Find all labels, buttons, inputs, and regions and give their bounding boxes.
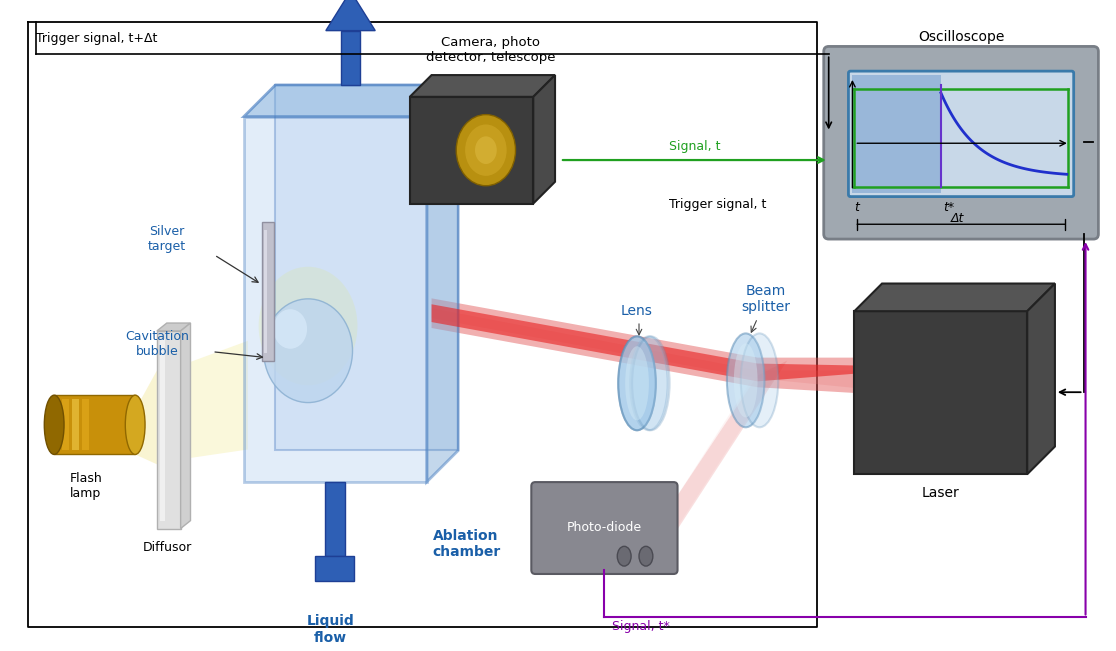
Polygon shape	[157, 331, 181, 529]
Polygon shape	[261, 222, 275, 361]
Polygon shape	[426, 85, 459, 482]
Polygon shape	[855, 284, 1055, 311]
Polygon shape	[410, 75, 555, 97]
Ellipse shape	[727, 333, 764, 427]
Ellipse shape	[456, 115, 516, 186]
Ellipse shape	[741, 333, 778, 427]
Polygon shape	[853, 75, 941, 193]
Polygon shape	[181, 323, 191, 529]
Polygon shape	[55, 395, 135, 454]
FancyBboxPatch shape	[531, 482, 677, 574]
Polygon shape	[62, 399, 69, 450]
Text: Lens: Lens	[622, 304, 653, 318]
Polygon shape	[432, 304, 858, 381]
Polygon shape	[326, 0, 375, 31]
Text: Camera, photo
detector, telescope: Camera, photo detector, telescope	[426, 36, 556, 64]
Text: Laser: Laser	[922, 486, 959, 500]
Text: Cavitation
bubble: Cavitation bubble	[125, 330, 189, 358]
FancyBboxPatch shape	[824, 46, 1098, 239]
Text: t: t	[855, 201, 859, 214]
FancyBboxPatch shape	[848, 71, 1074, 197]
Text: Photo-diode: Photo-diode	[567, 521, 642, 534]
Polygon shape	[315, 556, 355, 581]
Polygon shape	[71, 399, 79, 450]
Ellipse shape	[625, 346, 648, 421]
Ellipse shape	[475, 136, 497, 164]
Ellipse shape	[639, 546, 653, 566]
Text: Beam
splitter: Beam splitter	[741, 284, 790, 314]
Polygon shape	[81, 399, 89, 450]
Polygon shape	[243, 117, 426, 482]
Ellipse shape	[618, 337, 656, 430]
Ellipse shape	[618, 337, 656, 430]
Text: Flash
lamp: Flash lamp	[69, 472, 103, 500]
Text: Oscilloscope: Oscilloscope	[917, 31, 1004, 44]
Polygon shape	[160, 339, 165, 521]
Text: Ablation
chamber: Ablation chamber	[432, 529, 500, 559]
Text: t*: t*	[943, 201, 954, 214]
Ellipse shape	[125, 395, 145, 454]
Polygon shape	[533, 75, 555, 204]
Text: Δt: Δt	[951, 212, 964, 225]
Polygon shape	[410, 97, 533, 204]
Ellipse shape	[263, 299, 353, 402]
Polygon shape	[243, 85, 459, 117]
Polygon shape	[157, 323, 191, 331]
Text: Trigger signal, t+Δt: Trigger signal, t+Δt	[37, 32, 157, 45]
Ellipse shape	[45, 395, 64, 454]
Polygon shape	[432, 298, 858, 393]
Polygon shape	[432, 308, 858, 388]
Ellipse shape	[631, 337, 667, 430]
Polygon shape	[340, 31, 360, 85]
Ellipse shape	[465, 124, 507, 176]
Polygon shape	[634, 365, 782, 563]
Polygon shape	[855, 311, 1027, 474]
Text: Diffusor: Diffusor	[143, 542, 192, 555]
Ellipse shape	[273, 309, 307, 349]
Text: Trigger signal, t: Trigger signal, t	[668, 198, 766, 210]
Polygon shape	[263, 230, 267, 353]
Polygon shape	[276, 85, 459, 450]
Ellipse shape	[259, 267, 357, 385]
Ellipse shape	[617, 546, 632, 566]
Text: Signal, t: Signal, t	[668, 140, 720, 153]
Polygon shape	[325, 482, 345, 556]
Ellipse shape	[632, 337, 670, 430]
Text: Liquid
flow: Liquid flow	[307, 615, 355, 644]
Polygon shape	[629, 361, 787, 568]
Polygon shape	[135, 370, 157, 464]
Text: Signal, t*: Signal, t*	[613, 620, 670, 633]
Ellipse shape	[734, 343, 758, 417]
Text: Silver
target: Silver target	[147, 225, 186, 253]
Polygon shape	[181, 341, 248, 460]
Polygon shape	[1027, 284, 1055, 474]
